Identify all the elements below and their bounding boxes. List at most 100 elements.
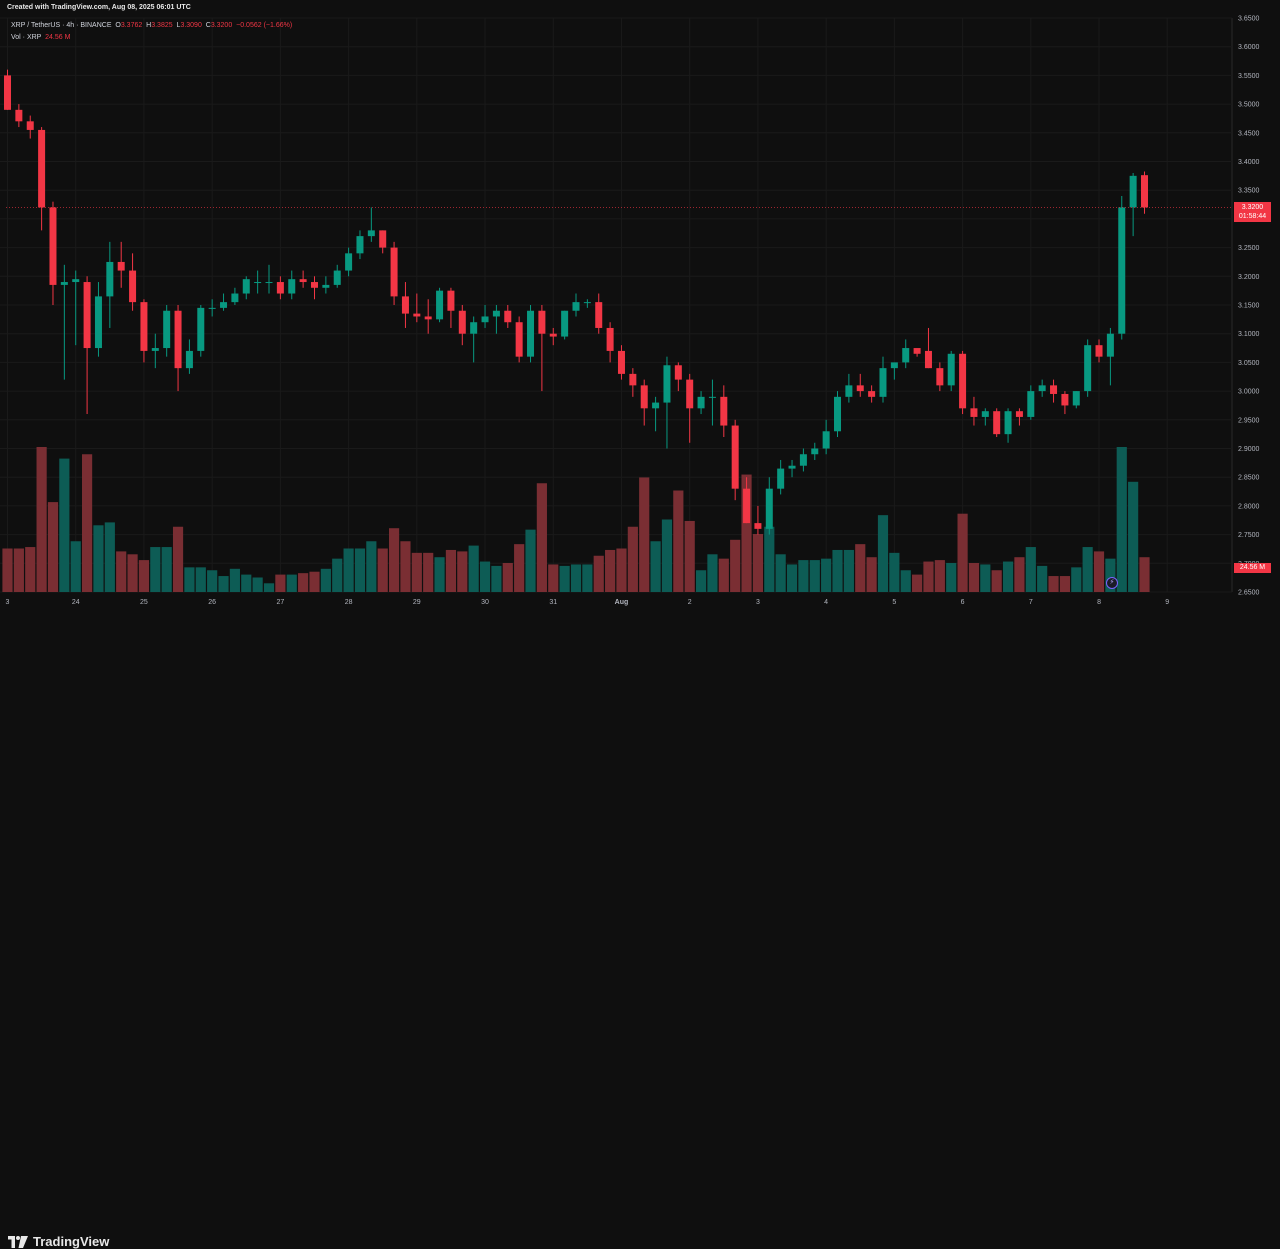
- volume-bar: [70, 541, 81, 592]
- candle-body: [436, 290, 444, 320]
- volume-bar: [2, 548, 13, 592]
- candle-body: [1015, 411, 1023, 417]
- candle-body: [652, 402, 660, 409]
- volume-bar: [1116, 447, 1127, 592]
- price-tick-label: 3.5500: [1238, 73, 1260, 80]
- candle-body: [674, 365, 682, 380]
- last-price-tag: 3.3200 01:58:44: [1234, 202, 1271, 222]
- candle-body: [174, 310, 182, 369]
- volume-bar: [229, 568, 240, 592]
- volume-bar: [582, 564, 593, 592]
- volume-bars: [2, 447, 1150, 592]
- volume-bar: [116, 551, 127, 592]
- volume-bar: [809, 560, 820, 592]
- candle-body: [379, 230, 387, 248]
- volume-bar: [184, 567, 195, 592]
- candle-body: [83, 282, 91, 349]
- price-tick-label: 3.6500: [1238, 16, 1260, 23]
- candle-body: [777, 468, 785, 489]
- volume-bar: [434, 557, 445, 592]
- volume-bar: [59, 458, 70, 592]
- lightning-icon[interactable]: ⚡: [1106, 577, 1118, 589]
- candle-body: [856, 385, 864, 392]
- volume-bar: [332, 558, 343, 592]
- volume-bar: [400, 541, 411, 592]
- time-tick-label: 9: [1165, 599, 1169, 606]
- candle-body: [527, 310, 535, 357]
- candle-body: [799, 454, 807, 466]
- volume-bar: [13, 548, 24, 592]
- volume-bar: [1139, 557, 1150, 592]
- volume-bar: [207, 570, 218, 592]
- time-tick-label: 29: [413, 599, 421, 606]
- candle-body: [94, 296, 102, 349]
- volume-bar: [912, 574, 923, 592]
- candle-body: [322, 284, 330, 288]
- price-tick-label: 2.9500: [1238, 417, 1260, 424]
- volume-bar: [980, 564, 991, 592]
- candle-body: [38, 129, 46, 208]
- volume-bar: [991, 570, 1002, 592]
- volume-bar: [252, 577, 263, 592]
- volume-bar: [900, 570, 911, 592]
- time-tick-label: 30: [481, 599, 489, 606]
- volume-bar: [730, 539, 741, 592]
- volume-bar: [47, 502, 59, 592]
- volume-bar: [1048, 576, 1059, 592]
- volume-bar: [877, 515, 889, 592]
- volume-bar: [752, 534, 764, 592]
- candlestick-chart[interactable]: 3.6500 3.6000 3.5500 3.5000 3.4500 3.4000 3.35…: [0, 0, 1280, 612]
- candle-body: [743, 488, 751, 524]
- time-tick-label: 25: [140, 599, 148, 606]
- candle-body: [629, 373, 637, 386]
- candle-body: [481, 316, 489, 323]
- ohlc-h-label: H: [146, 22, 152, 29]
- symbol-legend: XRP / TetherUS · 4h · BINANCE O3.3762 H3…: [11, 22, 292, 29]
- candle-body: [151, 348, 159, 351]
- candle-body: [959, 353, 967, 409]
- volume-bar: [1105, 558, 1116, 592]
- volume-bar: [36, 447, 47, 592]
- candle-body: [617, 350, 625, 374]
- created-note: Created with TradingView.com, Aug 08, 20…: [7, 4, 191, 11]
- candle-body: [106, 261, 114, 297]
- time-tick-label: 28: [345, 599, 353, 606]
- ohlc-change: −0.0562 (−1.66%): [236, 22, 293, 29]
- candle-body: [424, 316, 432, 320]
- candle-body: [1072, 391, 1080, 406]
- candle-body: [538, 310, 546, 334]
- volume-bar: [684, 520, 695, 592]
- volume-bar: [559, 565, 570, 592]
- volume-bar: [1059, 576, 1070, 592]
- candle-body: [1118, 207, 1126, 334]
- candle-body: [936, 368, 944, 386]
- candle-body: [879, 368, 887, 397]
- candle-body: [140, 302, 148, 351]
- volume-bar: [195, 567, 206, 592]
- volume-bar: [1093, 551, 1105, 592]
- candle-body: [970, 408, 978, 417]
- volume-value: 24.56 M: [45, 34, 71, 41]
- candle-body: [1038, 385, 1046, 392]
- candle-body: [231, 293, 239, 303]
- candle-body: [265, 282, 273, 284]
- candle-body: [504, 310, 512, 323]
- ohlc-c-value: 3.3200: [210, 22, 233, 29]
- tradingview-logo[interactable]: TradingView: [8, 1234, 109, 1249]
- time-tick-label: 7: [1029, 599, 1033, 606]
- candle-body: [765, 488, 773, 529]
- time-tick-label: 26: [208, 599, 216, 606]
- candle-body: [1095, 345, 1103, 357]
- candle-body: [1141, 175, 1148, 208]
- volume-bar: [695, 570, 707, 592]
- candle-body: [390, 247, 398, 297]
- volume-bar: [377, 548, 388, 592]
- time-tick-label: 8: [1097, 599, 1101, 606]
- candle-body: [208, 307, 216, 309]
- volume-bar: [309, 571, 320, 592]
- candle-body: [788, 465, 796, 469]
- volume-bar: [627, 526, 638, 592]
- bar-countdown: 01:58:44: [1238, 213, 1267, 220]
- candle-body: [15, 109, 23, 122]
- price-tick-label: 3.0000: [1238, 389, 1260, 396]
